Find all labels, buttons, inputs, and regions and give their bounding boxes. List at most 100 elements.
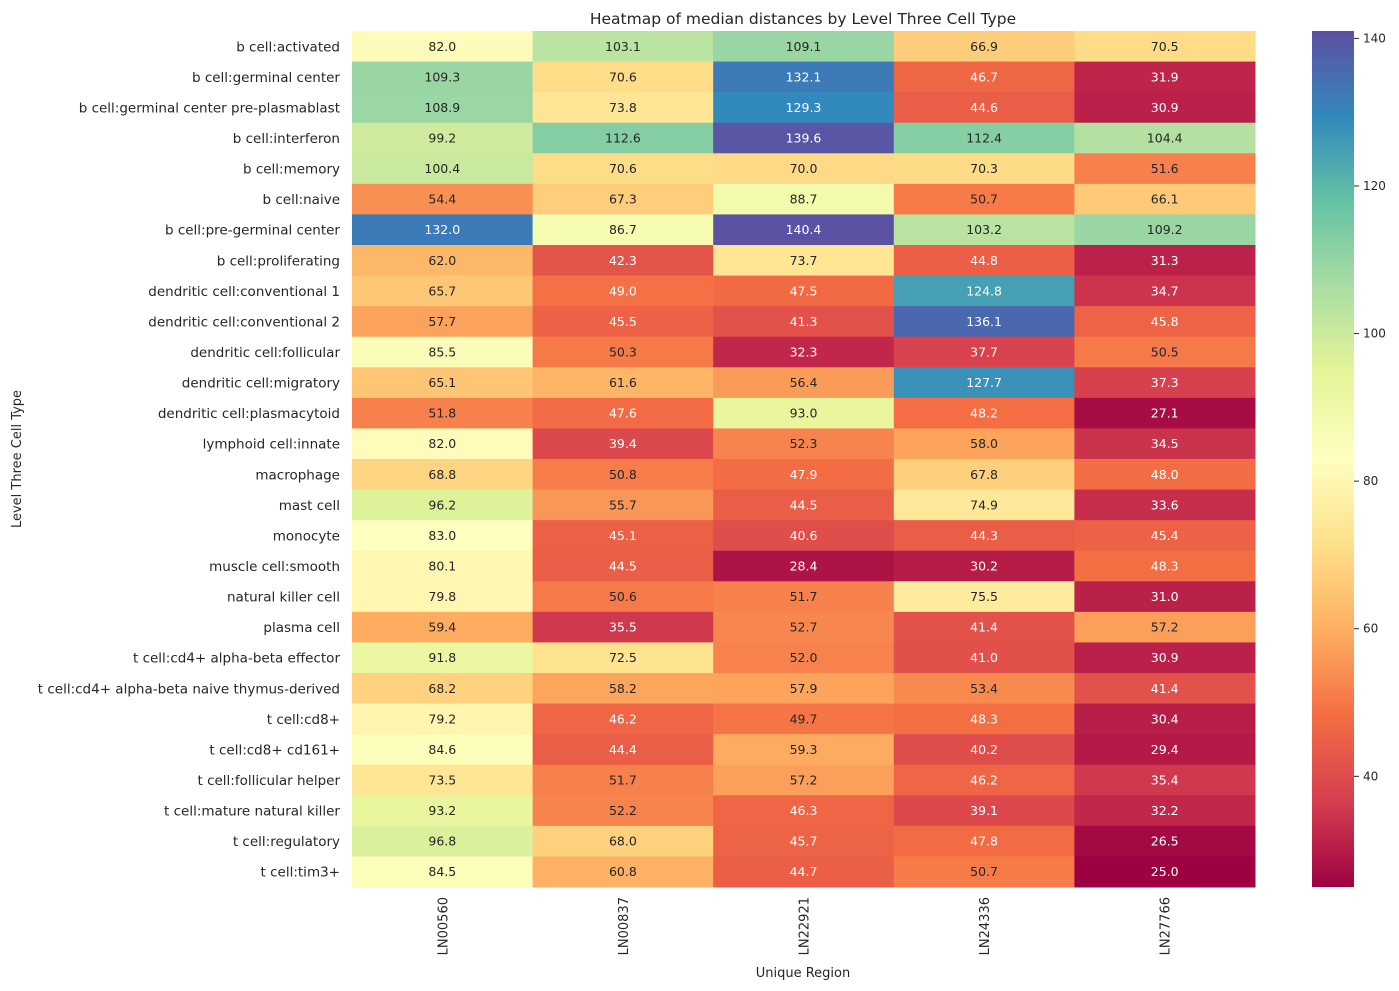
cell-value-label: 109.2	[1147, 222, 1183, 237]
heatmap-cell	[713, 642, 895, 674]
heatmap-cell	[713, 489, 895, 521]
heatmap-cell	[713, 611, 895, 643]
heatmap-cell	[893, 31, 1075, 63]
cell-value-label: 99.2	[428, 131, 456, 146]
heatmap-cell	[893, 489, 1075, 521]
y-tick-label: muscle cell:smooth	[209, 559, 340, 575]
heatmap-cell	[893, 673, 1075, 705]
cell-value-label: 47.6	[609, 406, 637, 421]
cell-value-label: 55.7	[609, 497, 637, 512]
cell-value-label: 70.0	[790, 161, 818, 176]
heatmap-cell	[893, 520, 1075, 552]
cell-value-label: 62.0	[428, 253, 456, 268]
heatmap-cell	[713, 459, 895, 491]
cell-value-label: 100.4	[424, 161, 460, 176]
cell-value-label: 70.6	[609, 69, 637, 84]
heatmap-cell	[1074, 489, 1256, 521]
heatmap-cell	[893, 703, 1075, 735]
heatmap-cell	[713, 306, 895, 338]
heatmap-cell	[532, 795, 714, 827]
heatmap-cell	[352, 92, 534, 124]
heatmap-cell	[1074, 703, 1256, 735]
cell-value-label: 27.1	[1151, 406, 1179, 421]
cell-value-label: 93.2	[428, 803, 456, 818]
heatmap-cell	[713, 734, 895, 766]
heatmap-cell	[532, 673, 714, 705]
heatmap-cell	[1074, 122, 1256, 154]
heatmap-cell	[532, 611, 714, 643]
heatmap-cell	[352, 61, 534, 93]
heatmap-cell	[713, 550, 895, 582]
heatmap-cell	[1074, 245, 1256, 277]
heatmap-cell	[532, 459, 714, 491]
heatmap-cell	[893, 367, 1075, 399]
cell-value-label: 74.9	[970, 497, 998, 512]
heatmap-cell	[352, 367, 534, 399]
cell-value-label: 41.4	[970, 620, 998, 635]
heatmap-cell	[713, 764, 895, 796]
cell-value-label: 139.6	[786, 131, 822, 146]
y-tick-label: natural killer cell	[227, 590, 340, 606]
heatmap-cell	[532, 245, 714, 277]
cell-value-label: 47.9	[790, 467, 818, 482]
y-tick-label: t cell:cd8+	[267, 712, 340, 728]
heatmap-cell	[893, 214, 1075, 246]
cell-value-label: 136.1	[966, 314, 1002, 329]
cell-value-label: 93.0	[790, 406, 818, 421]
heatmap-cell	[713, 520, 895, 552]
y-tick-label: b cell:interferon	[233, 131, 340, 147]
cell-value-label: 48.0	[1151, 467, 1179, 482]
cell-value-label: 26.5	[1151, 834, 1179, 849]
heatmap-cell	[893, 459, 1075, 491]
heatmap-cell	[532, 214, 714, 246]
cell-value-label: 68.2	[428, 681, 456, 696]
cell-value-label: 41.3	[790, 314, 818, 329]
cell-value-label: 68.8	[428, 467, 456, 482]
cell-value-label: 67.8	[970, 467, 998, 482]
y-tick-label: b cell:pre-germinal center	[165, 223, 340, 239]
y-tick-label: t cell:mature natural killer	[164, 804, 340, 820]
cell-value-label: 44.5	[790, 497, 818, 512]
heatmap-cell	[1074, 92, 1256, 124]
cell-value-label: 73.7	[790, 253, 818, 268]
cell-value-label: 35.4	[1151, 773, 1179, 788]
heatmap-cell	[532, 306, 714, 338]
heatmap-cell	[893, 275, 1075, 307]
cell-value-label: 48.3	[1151, 559, 1179, 574]
cell-value-label: 57.2	[1151, 620, 1179, 635]
x-tick-label: LN00560	[436, 897, 451, 955]
heatmap-cell	[532, 61, 714, 93]
heatmap-cell	[713, 153, 895, 185]
cell-value-label: 50.3	[609, 345, 637, 360]
cell-value-label: 48.3	[970, 711, 998, 726]
heatmap-cell	[1074, 183, 1256, 215]
heatmap-cell	[1074, 61, 1256, 93]
cell-value-label: 59.4	[428, 620, 456, 635]
cell-value-label: 108.9	[424, 100, 460, 115]
cell-value-label: 51.7	[790, 589, 818, 604]
y-tick-label: b cell:activated	[236, 39, 340, 55]
cell-value-label: 109.3	[424, 69, 460, 84]
heatmap-cell	[713, 31, 895, 63]
y-tick-label: b cell:memory	[243, 162, 340, 178]
cell-value-label: 58.0	[970, 436, 998, 451]
heatmap-cell	[352, 856, 534, 888]
cell-value-label: 66.9	[970, 39, 998, 54]
heatmap-cell	[713, 61, 895, 93]
x-tick-label: LN00837	[617, 897, 632, 955]
cell-value-label: 46.2	[609, 711, 637, 726]
heatmap-cell	[352, 795, 534, 827]
heatmap-cell	[893, 734, 1075, 766]
cell-value-label: 42.3	[609, 253, 637, 268]
heatmap-cell	[352, 703, 534, 735]
heatmap-cell	[713, 397, 895, 429]
cell-value-label: 58.2	[609, 681, 637, 696]
cell-value-label: 34.5	[1151, 436, 1179, 451]
chart-title: Heatmap of median distances by Level Thr…	[590, 10, 1016, 28]
heatmap-cell	[532, 367, 714, 399]
cell-value-label: 45.7	[790, 834, 818, 849]
heatmap-cell	[352, 245, 534, 277]
y-tick-label: monocyte	[273, 528, 340, 544]
cell-value-label: 50.5	[1151, 345, 1179, 360]
cell-value-label: 40.6	[790, 528, 818, 543]
